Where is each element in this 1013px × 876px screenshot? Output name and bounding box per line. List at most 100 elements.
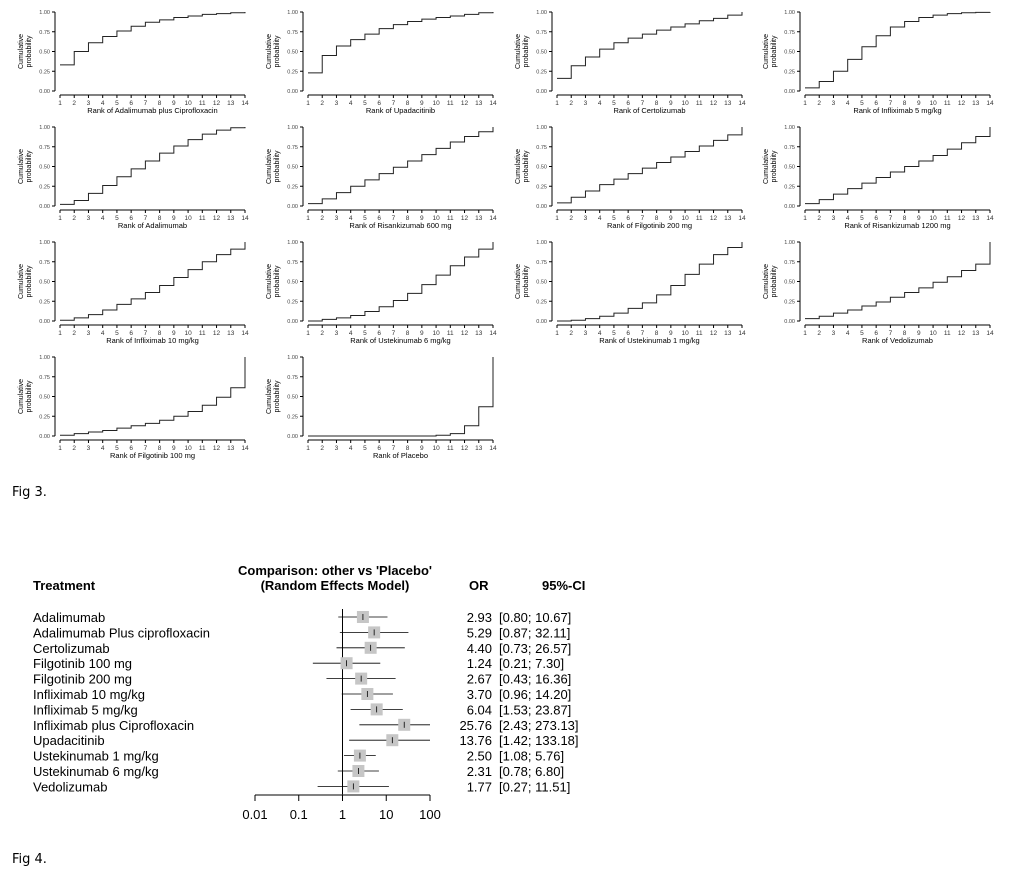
rankogram-panel-10: 0.000.250.500.751.001 2 3 4 5 6 7 8 9 10 11 12 13 14C…	[266, 240, 497, 345]
forest-row: Adalimumab 2.93 [0.80; 10.67]	[33, 610, 571, 625]
x-tick-label: 12	[213, 330, 221, 337]
x-tick-label: 6	[377, 445, 381, 452]
x-tick-label: 14	[738, 100, 746, 107]
x-tick-label: 10	[929, 215, 937, 222]
y-axis-label-line: probability	[523, 150, 530, 182]
x-axis-label: Rank of Filgotinib 200 mg	[607, 221, 692, 230]
forest-row: Upadacitinib 13.76 [1.42; 133.18]	[33, 733, 579, 748]
x-tick-label: 3	[335, 445, 339, 452]
x-tick-label: 5	[115, 100, 119, 107]
odds-ratio-value: 2.50	[467, 749, 492, 764]
y-tick-label: 0.25	[39, 299, 50, 305]
y-tick-label: 0.50	[287, 50, 298, 56]
x-tick-label: 3	[584, 330, 588, 337]
x-tick-label: 7	[392, 215, 396, 222]
x-tick-label: 10	[184, 330, 192, 337]
x-axis-label: Rank of Infliximab 10 mg/kg	[106, 336, 199, 345]
x-tick-label: 10	[184, 100, 192, 107]
x-tick-label: 2	[569, 100, 573, 107]
y-tick-label: 0.00	[39, 319, 50, 325]
y-tick-label: 1.00	[287, 10, 298, 16]
y-axis-label-line: Cumulative	[18, 149, 25, 184]
x-tick-label: 3	[335, 215, 339, 222]
x-axis-label: Rank of Adalimumab	[118, 221, 187, 230]
cumulative-rank-step-line	[805, 127, 991, 205]
x-tick-label: 2	[72, 445, 76, 452]
y-tick-label: 0.75	[784, 260, 795, 266]
y-axis-label-line: Cumulative	[266, 149, 273, 184]
x-tick-label: 6	[129, 330, 133, 337]
y-tick-label: 1.00	[287, 125, 298, 131]
x-tick-label: 8	[406, 445, 410, 452]
ci-column-header: 95%-CI	[542, 578, 585, 593]
x-tick-label: 2	[72, 100, 76, 107]
x-tick-label: 11	[447, 330, 454, 337]
x-tick-label: 2	[569, 330, 573, 337]
x-tick-label: 2	[72, 215, 76, 222]
y-tick-label: 0.00	[287, 319, 298, 325]
x-tick-label: 1	[555, 100, 559, 107]
x-tick-label: 8	[158, 445, 162, 452]
x-tick-label: 12	[710, 330, 718, 337]
x-tick-label: 4	[349, 445, 353, 452]
y-tick-label: 1.00	[39, 10, 50, 16]
odds-ratio-value: 5.29	[467, 625, 492, 640]
x-tick-label: 8	[406, 215, 410, 222]
forest-row: Ustekinumab 1 mg/kg 2.50 [1.08; 5.76]	[33, 749, 564, 764]
treatment-name: Ustekinumab 6 mg/kg	[33, 764, 159, 779]
x-tick-label: 7	[144, 445, 148, 452]
y-tick-label: 0.50	[287, 280, 298, 286]
y-axis-label-line: Cumulative	[515, 34, 522, 69]
rankogram-panel-13: 0.000.250.500.751.001 2 3 4 5 6 7 8 9 10 11 12 13 14C…	[18, 355, 249, 460]
forest-x-tick-label: 0.01	[242, 807, 267, 822]
y-axis-label-line: Cumulative	[515, 149, 522, 184]
confidence-interval-value: [0.78; 6.80]	[499, 764, 564, 779]
x-tick-label: 9	[917, 330, 921, 337]
y-axis-label-line: Cumulative	[266, 379, 273, 414]
forest-row: Infliximab plus Ciprofloxacin 25.76 [2.43;…	[33, 718, 579, 733]
x-tick-label: 13	[724, 330, 732, 337]
confidence-interval-value: [2.43; 273.13]	[499, 718, 579, 733]
x-tick-label: 12	[461, 100, 469, 107]
x-tick-label: 13	[227, 445, 235, 452]
y-axis-label: Cumulativeprobability	[763, 34, 778, 69]
x-tick-label: 10	[681, 215, 689, 222]
odds-ratio-value: 1.24	[467, 656, 492, 671]
y-axis-label-line: probability	[274, 150, 281, 182]
x-tick-label: 6	[129, 445, 133, 452]
x-tick-label: 5	[115, 330, 119, 337]
x-tick-label: 13	[724, 100, 732, 107]
odds-ratio-value: 6.04	[467, 702, 492, 717]
forest-x-tick-label: 1	[339, 807, 346, 822]
x-tick-label: 11	[199, 330, 206, 337]
x-tick-label: 14	[241, 215, 249, 222]
x-tick-label: 11	[696, 215, 703, 222]
rankogram-panel-3: 0.000.250.500.751.001 2 3 4 5 6 7 8 9 10 11 12 13 14C…	[515, 10, 746, 115]
odds-ratio-value: 2.31	[467, 764, 492, 779]
x-tick-label: 9	[420, 100, 424, 107]
x-tick-label: 1	[555, 215, 559, 222]
confidence-interval-value: [0.80; 10.67]	[499, 610, 571, 625]
y-tick-label: 0.00	[287, 434, 298, 440]
y-tick-label: 0.25	[39, 69, 50, 75]
rankogram-panel-11: 0.000.250.500.751.001 2 3 4 5 6 7 8 9 10 11 12 13 14C…	[515, 240, 746, 345]
x-tick-label: 4	[598, 330, 602, 337]
odds-ratio-value: 25.76	[459, 718, 492, 733]
x-tick-label: 6	[626, 330, 630, 337]
odds-ratio-value: 3.70	[467, 687, 492, 702]
odds-ratio-value: 4.40	[467, 641, 492, 656]
x-tick-label: 7	[641, 100, 645, 107]
cumulative-rank-step-line	[60, 127, 246, 205]
x-tick-label: 5	[115, 445, 119, 452]
x-tick-label: 8	[406, 100, 410, 107]
x-tick-label: 8	[903, 100, 907, 107]
x-tick-label: 1	[58, 215, 62, 222]
y-tick-label: 0.75	[39, 375, 50, 381]
x-tick-label: 13	[724, 215, 732, 222]
y-tick-label: 0.50	[39, 280, 50, 286]
x-tick-label: 10	[929, 100, 937, 107]
x-tick-label: 11	[199, 215, 206, 222]
y-tick-label: 0.25	[39, 414, 50, 420]
x-tick-label: 8	[903, 215, 907, 222]
x-tick-label: 12	[710, 100, 718, 107]
